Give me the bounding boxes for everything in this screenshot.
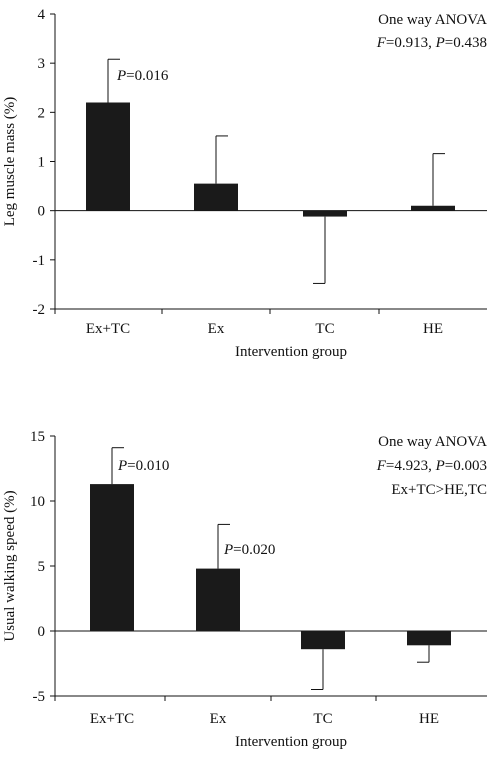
y-tick-label: 10 [30, 494, 45, 510]
y-tick-label: 4 [38, 7, 46, 23]
p-value: =0.003 [445, 458, 487, 474]
y-tick-label: 3 [38, 56, 46, 72]
bar-ex-tc [86, 102, 130, 211]
x-tick-label: Ex+TC [90, 711, 134, 727]
y-axis-label: Leg muscle mass (%) [2, 97, 18, 227]
anova-stats: F=4.923, P=0.003 [376, 458, 487, 474]
f-symbol: F [376, 458, 387, 474]
x-tick-label: Ex+TC [86, 321, 130, 337]
p-value-annotation: P=0.010 [117, 458, 169, 474]
post-hoc-result: Ex+TC>HE,TC [391, 482, 487, 498]
bar-ex [194, 183, 238, 211]
p-value: =0.020 [233, 542, 275, 558]
anova-title: One way ANOVA [378, 434, 487, 450]
x-axis-label: Intervention group [235, 344, 347, 360]
y-tick-label: -5 [33, 689, 46, 705]
bar-tc [303, 210, 347, 217]
p-symbol: P [117, 458, 127, 474]
x-tick-label: TC [313, 711, 332, 727]
p-value-annotation: P=0.020 [223, 542, 275, 558]
y-tick-label: 1 [38, 155, 46, 171]
y-tick-label: 2 [38, 105, 46, 121]
bar-ex-tc [90, 484, 134, 631]
y-tick-label: 0 [38, 624, 46, 640]
p-value-annotation: P=0.016 [116, 68, 169, 84]
y-tick-label: -1 [33, 253, 46, 269]
p-value: =0.016 [126, 68, 169, 84]
anova-stats: F=0.913, P=0.438 [376, 35, 487, 51]
bar-ex [196, 568, 240, 631]
bar-he [411, 205, 455, 211]
bar-tc [301, 631, 345, 650]
y-axis-label: Usual walking speed (%) [2, 490, 18, 641]
y-tick-label: 15 [30, 429, 45, 445]
y-tick-label: -2 [33, 302, 46, 318]
p-value: =0.010 [127, 458, 169, 474]
p-value: =0.438 [445, 35, 487, 51]
p-symbol: P [435, 35, 445, 51]
f-symbol: F [376, 35, 387, 51]
x-tick-label: HE [423, 321, 443, 337]
p-symbol: P [435, 458, 445, 474]
bar-he [407, 631, 451, 646]
p-symbol: P [223, 542, 233, 558]
y-tick-label: 5 [38, 559, 46, 575]
p-symbol: P [116, 68, 126, 84]
f-value: =4.923, [386, 458, 436, 474]
anova-title: One way ANOVA [378, 12, 487, 28]
x-axis-label: Intervention group [235, 734, 347, 750]
x-tick-label: Ex [210, 711, 227, 727]
x-tick-label: TC [315, 321, 334, 337]
x-tick-label: HE [419, 711, 439, 727]
y-tick-label: 0 [38, 204, 46, 220]
x-tick-label: Ex [208, 321, 225, 337]
f-value: =0.913, [386, 35, 436, 51]
